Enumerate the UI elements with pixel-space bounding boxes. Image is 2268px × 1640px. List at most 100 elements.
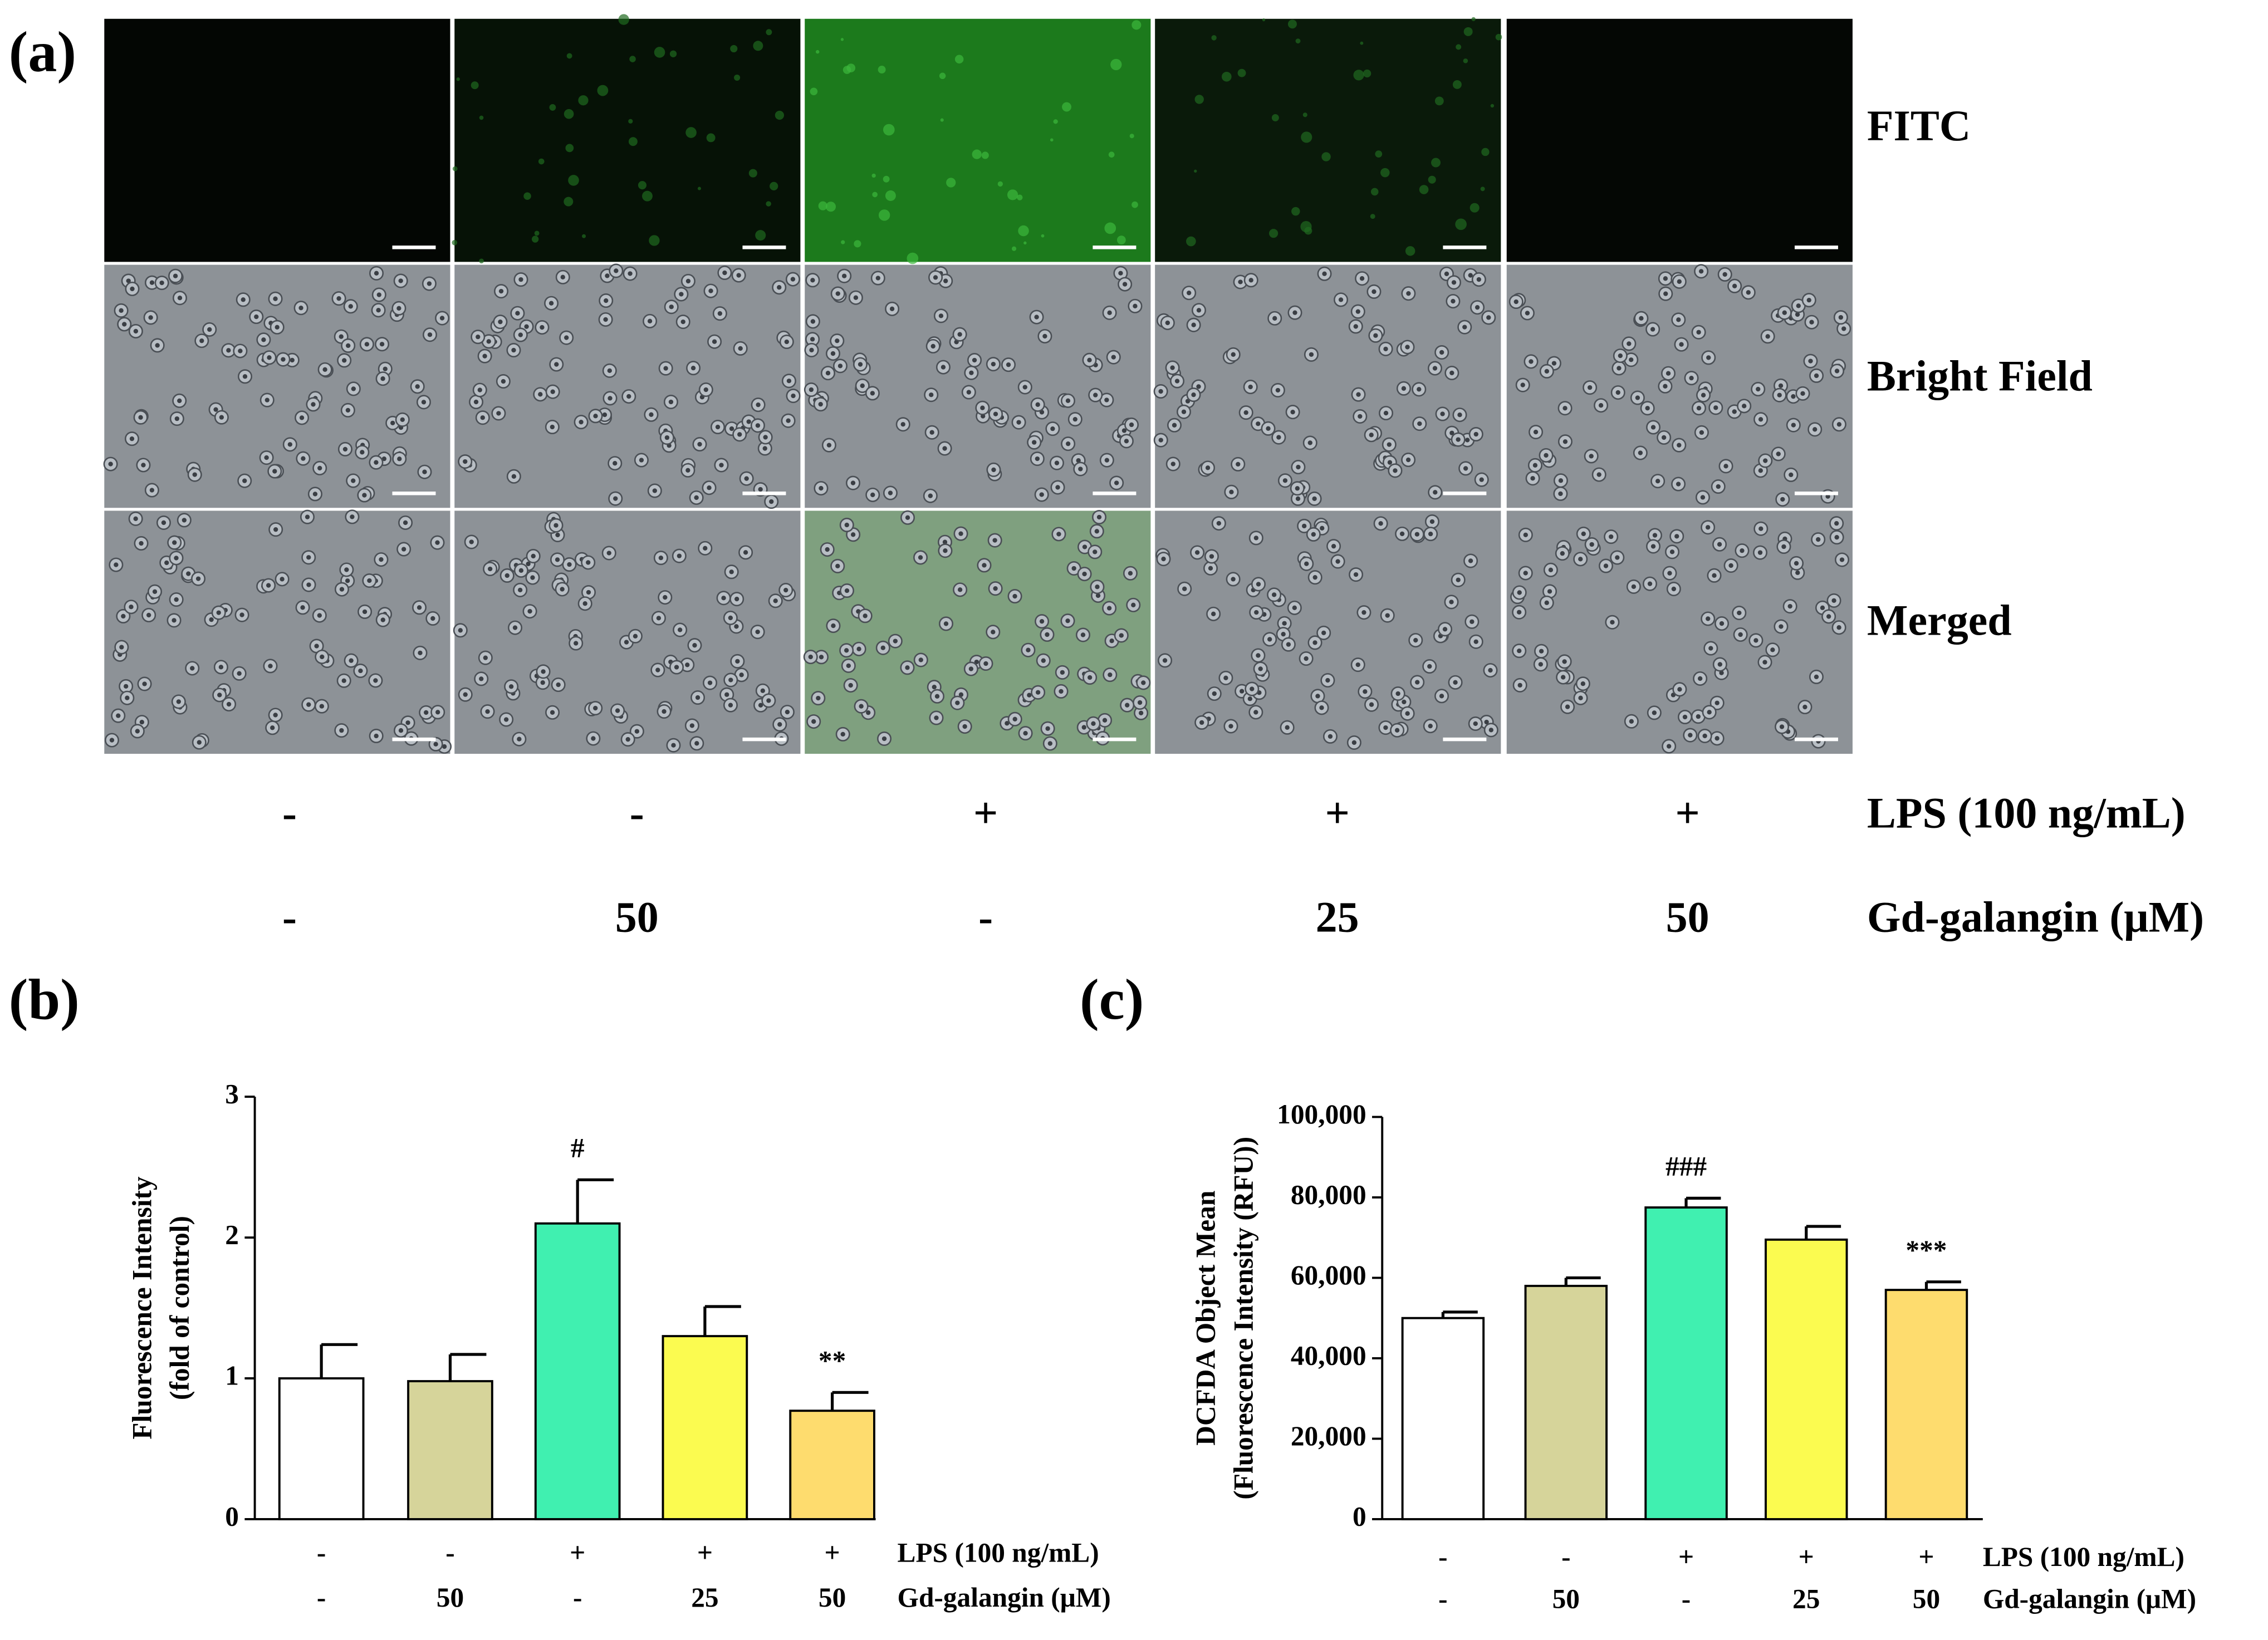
cell-nucleus — [1787, 603, 1792, 609]
cell-nucleus — [662, 709, 667, 714]
cell-nucleus — [1650, 327, 1655, 332]
cell-nucleus — [1589, 542, 1594, 547]
treatment-value: - — [1438, 1583, 1447, 1614]
cell-nucleus — [1371, 289, 1377, 294]
fluorescent-spot — [1023, 241, 1027, 245]
cell-nucleus — [1705, 525, 1711, 530]
cell-nucleus — [1615, 390, 1620, 395]
cell-nucleus — [401, 547, 406, 552]
cell-nucleus — [769, 499, 774, 504]
cell-nucleus — [1353, 572, 1359, 577]
cell-nucleus — [875, 276, 880, 281]
cell-nucleus — [719, 463, 724, 468]
panel-label: (a) — [9, 20, 76, 84]
cell-nucleus — [1295, 496, 1301, 501]
cell-nucleus — [940, 365, 946, 370]
cell-nucleus — [1647, 581, 1653, 586]
cell-nucleus — [339, 334, 344, 339]
cell-nucleus — [586, 590, 591, 595]
cell-nucleus — [1199, 720, 1204, 725]
cell-nucleus — [809, 387, 814, 392]
cell-nucleus — [381, 456, 387, 461]
cell-nucleus — [1158, 389, 1163, 394]
micrograph — [1506, 18, 1853, 262]
cell-nucleus — [417, 605, 422, 610]
cell-nucleus — [1209, 554, 1214, 559]
micrograph — [803, 509, 1151, 754]
cell-nucleus — [130, 286, 135, 292]
cell-nucleus — [1782, 310, 1787, 315]
cell-nucleus — [729, 569, 734, 575]
cell-nucleus — [161, 520, 166, 526]
cell-nucleus — [1196, 384, 1201, 389]
fluorescent-spot — [1301, 131, 1312, 143]
fluorescent-spot — [755, 230, 766, 241]
cell-nucleus — [808, 654, 813, 660]
y-tick-label: 1 — [225, 1360, 239, 1391]
cell-nucleus — [1737, 610, 1742, 616]
micrograph — [1155, 510, 1501, 754]
cell-nucleus — [1006, 362, 1011, 367]
cell-nucleus — [1538, 662, 1544, 667]
cell-nucleus — [1045, 632, 1050, 637]
cell-nucleus — [614, 268, 619, 273]
cell-nucleus — [634, 729, 640, 734]
fluorescent-spot — [818, 201, 827, 210]
cell-nucleus — [418, 650, 423, 656]
cell-nucleus — [1331, 544, 1336, 549]
fluorescent-spot — [649, 235, 660, 246]
cell-nucleus — [1639, 316, 1644, 321]
treatment-label: LPS (100 ng/mL) — [1867, 789, 2186, 837]
cell-nucleus — [1414, 532, 1420, 537]
cell-nucleus — [550, 424, 555, 430]
cell-nucleus — [1757, 550, 1763, 555]
cell-nucleus — [1652, 710, 1657, 715]
cell-nucleus — [608, 396, 613, 401]
fluorescent-spot — [1495, 33, 1502, 41]
cell-nucleus — [1689, 375, 1694, 381]
cell-nucleus — [317, 465, 322, 471]
cell-nucleus — [1609, 534, 1614, 539]
cell-nucleus — [993, 586, 998, 591]
cell-nucleus — [1717, 542, 1722, 547]
cell-nucleus — [1290, 410, 1295, 415]
cell-nucleus — [880, 645, 885, 650]
cell-nucleus — [1728, 563, 1733, 568]
cell-nucleus — [695, 695, 701, 700]
image-background — [454, 18, 801, 262]
cell-nucleus — [177, 398, 182, 404]
cell-nucleus — [1548, 567, 1554, 572]
cell-nucleus — [758, 703, 763, 708]
cell-nucleus — [504, 573, 510, 578]
cell-nucleus — [1427, 664, 1432, 669]
cell-nucleus — [679, 292, 684, 297]
cell-nucleus — [141, 463, 146, 468]
cell-nucleus — [380, 617, 385, 622]
cell-nucleus — [195, 576, 201, 581]
fluorescent-spot — [766, 201, 771, 207]
cell-nucleus — [1095, 593, 1101, 598]
cell-nucleus — [442, 744, 447, 749]
cell-nucleus — [486, 339, 491, 344]
cell-nucleus — [1712, 573, 1717, 578]
fluorescent-spot — [940, 118, 944, 122]
cell-nucleus — [305, 514, 310, 519]
cell-nucleus — [477, 387, 482, 392]
cell-nucleus — [1723, 464, 1728, 469]
fluorescent-spot — [885, 190, 896, 201]
fluorescent-spot — [878, 66, 886, 74]
cell-nucleus — [1356, 392, 1361, 397]
cell-nucleus — [1401, 386, 1407, 391]
cell-nucleus — [1162, 658, 1168, 663]
treatment-value: - — [445, 1537, 454, 1568]
fluorescent-spot — [1108, 151, 1115, 158]
treatment-value: + — [697, 1537, 713, 1568]
fluorescent-spot — [1480, 186, 1485, 192]
cell-nucleus — [517, 736, 522, 742]
treatment-value: - — [1561, 1541, 1570, 1572]
cell-nucleus — [267, 355, 272, 360]
fluorescent-spot — [456, 77, 460, 81]
cell-nucleus — [991, 467, 996, 473]
fluorescent-spot — [538, 158, 545, 165]
cell-nucleus — [1523, 571, 1528, 576]
